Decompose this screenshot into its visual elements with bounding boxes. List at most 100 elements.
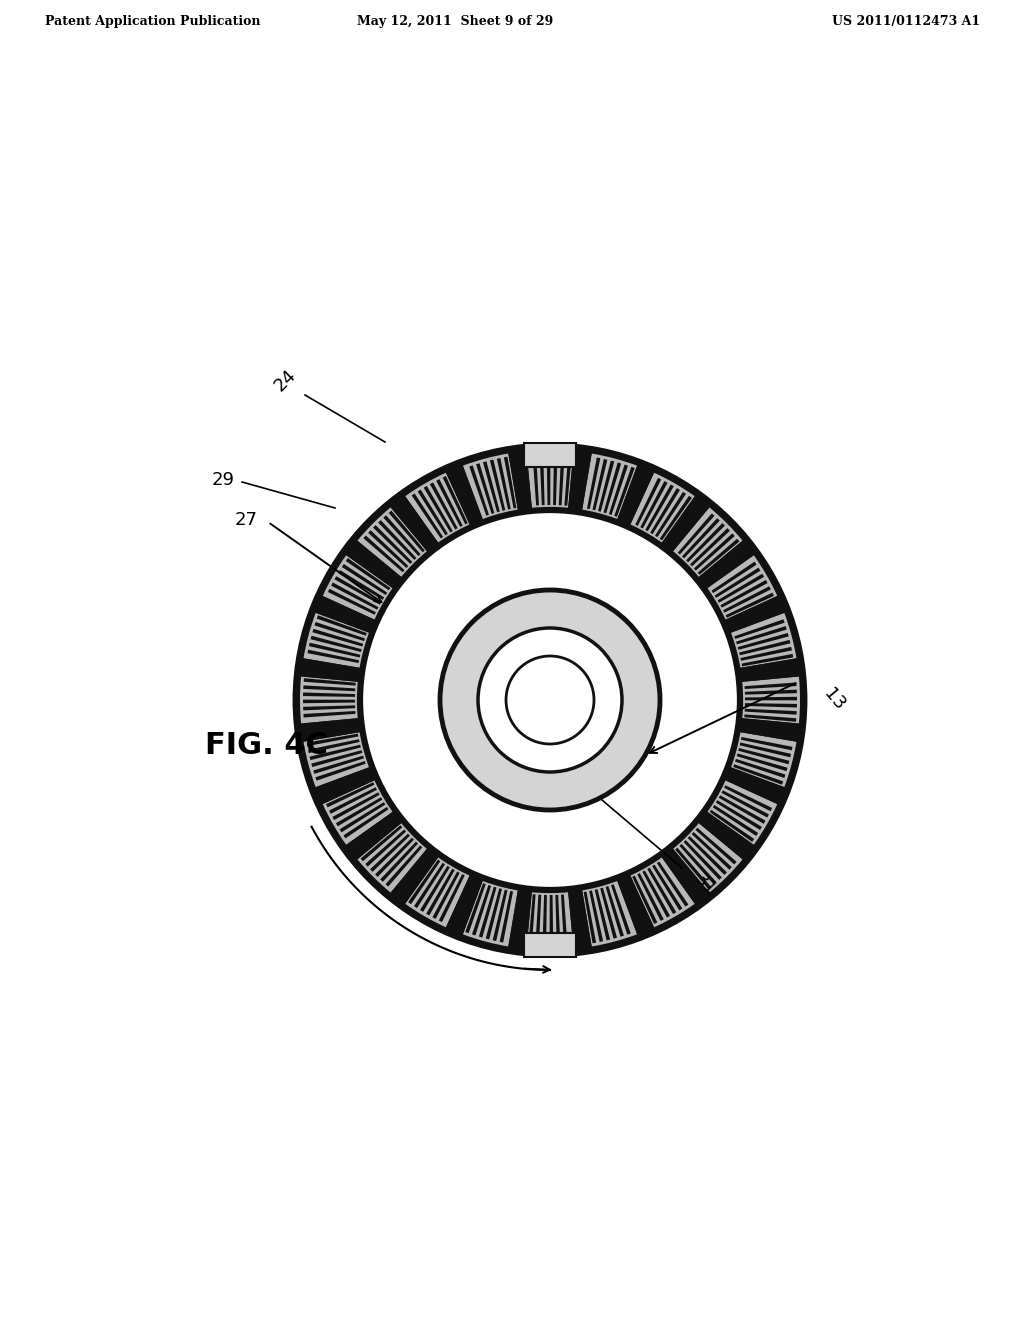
- Wedge shape: [323, 556, 395, 620]
- Wedge shape: [696, 537, 758, 590]
- Wedge shape: [718, 574, 764, 603]
- Wedge shape: [463, 878, 518, 946]
- Wedge shape: [307, 649, 359, 663]
- Wedge shape: [715, 568, 761, 598]
- Wedge shape: [296, 718, 362, 743]
- Wedge shape: [691, 832, 732, 870]
- Text: Patent Application Publication: Patent Application Publication: [45, 16, 260, 29]
- Wedge shape: [364, 536, 404, 573]
- Wedge shape: [595, 890, 610, 940]
- Wedge shape: [406, 473, 471, 545]
- Wedge shape: [331, 582, 379, 610]
- Text: 29: 29: [212, 471, 234, 488]
- Wedge shape: [426, 869, 455, 916]
- Wedge shape: [296, 657, 362, 682]
- Wedge shape: [744, 709, 797, 714]
- Wedge shape: [616, 873, 656, 939]
- Wedge shape: [671, 821, 742, 892]
- Wedge shape: [313, 755, 364, 774]
- Wedge shape: [508, 887, 532, 954]
- Wedge shape: [465, 883, 485, 933]
- Wedge shape: [311, 750, 362, 767]
- Wedge shape: [553, 453, 557, 506]
- Circle shape: [440, 590, 660, 810]
- Wedge shape: [300, 676, 360, 723]
- Wedge shape: [684, 840, 722, 880]
- Wedge shape: [632, 875, 657, 924]
- Text: 31: 31: [690, 871, 720, 899]
- Wedge shape: [738, 748, 790, 764]
- Wedge shape: [739, 640, 791, 655]
- Wedge shape: [744, 682, 797, 689]
- Wedge shape: [710, 809, 755, 842]
- Wedge shape: [338, 570, 384, 599]
- Wedge shape: [737, 634, 788, 649]
- Text: 24: 24: [270, 366, 299, 395]
- Wedge shape: [705, 779, 777, 845]
- Wedge shape: [744, 714, 797, 722]
- Wedge shape: [694, 533, 735, 570]
- Text: 27: 27: [234, 511, 258, 529]
- Wedge shape: [611, 884, 631, 935]
- Wedge shape: [314, 622, 365, 642]
- Wedge shape: [695, 828, 736, 865]
- Text: 13: 13: [820, 685, 849, 714]
- Wedge shape: [587, 458, 600, 510]
- Wedge shape: [307, 734, 358, 746]
- Wedge shape: [640, 480, 668, 528]
- Wedge shape: [547, 453, 550, 506]
- Wedge shape: [303, 700, 355, 704]
- Wedge shape: [479, 887, 497, 937]
- Wedge shape: [493, 890, 508, 941]
- Wedge shape: [472, 884, 492, 936]
- Wedge shape: [323, 779, 395, 845]
- Wedge shape: [603, 462, 622, 513]
- Text: US 2011/0112473 A1: US 2011/0112473 A1: [831, 16, 980, 29]
- Wedge shape: [387, 846, 440, 908]
- Bar: [524, 933, 575, 957]
- Wedge shape: [568, 887, 593, 954]
- Wedge shape: [389, 511, 425, 552]
- Wedge shape: [378, 520, 417, 560]
- Wedge shape: [309, 643, 360, 657]
- Wedge shape: [555, 895, 560, 946]
- Circle shape: [506, 656, 594, 744]
- Wedge shape: [719, 795, 766, 824]
- Wedge shape: [375, 838, 414, 876]
- Wedge shape: [309, 744, 360, 760]
- Wedge shape: [312, 628, 364, 647]
- Wedge shape: [550, 895, 553, 946]
- Wedge shape: [489, 459, 505, 511]
- Wedge shape: [656, 862, 688, 907]
- Wedge shape: [315, 762, 366, 780]
- Wedge shape: [483, 461, 500, 512]
- Wedge shape: [723, 594, 790, 634]
- Wedge shape: [660, 492, 713, 553]
- Wedge shape: [485, 888, 502, 940]
- Circle shape: [295, 445, 805, 954]
- Wedge shape: [744, 689, 797, 694]
- Wedge shape: [705, 556, 777, 620]
- Wedge shape: [564, 454, 571, 506]
- Wedge shape: [342, 537, 403, 590]
- Wedge shape: [340, 803, 385, 833]
- Wedge shape: [333, 792, 380, 820]
- Wedge shape: [645, 484, 674, 531]
- Wedge shape: [310, 636, 361, 652]
- Wedge shape: [369, 531, 409, 568]
- Wedge shape: [414, 863, 445, 908]
- Wedge shape: [659, 496, 692, 540]
- Wedge shape: [655, 492, 686, 537]
- Wedge shape: [420, 866, 450, 912]
- Bar: [524, 444, 575, 467]
- Wedge shape: [740, 647, 792, 661]
- Wedge shape: [680, 843, 717, 884]
- Wedge shape: [629, 473, 695, 545]
- Wedge shape: [616, 461, 656, 527]
- Wedge shape: [652, 865, 682, 911]
- Wedge shape: [436, 479, 463, 527]
- Wedge shape: [741, 653, 794, 667]
- Wedge shape: [675, 847, 712, 890]
- Wedge shape: [713, 805, 758, 836]
- Wedge shape: [508, 446, 532, 512]
